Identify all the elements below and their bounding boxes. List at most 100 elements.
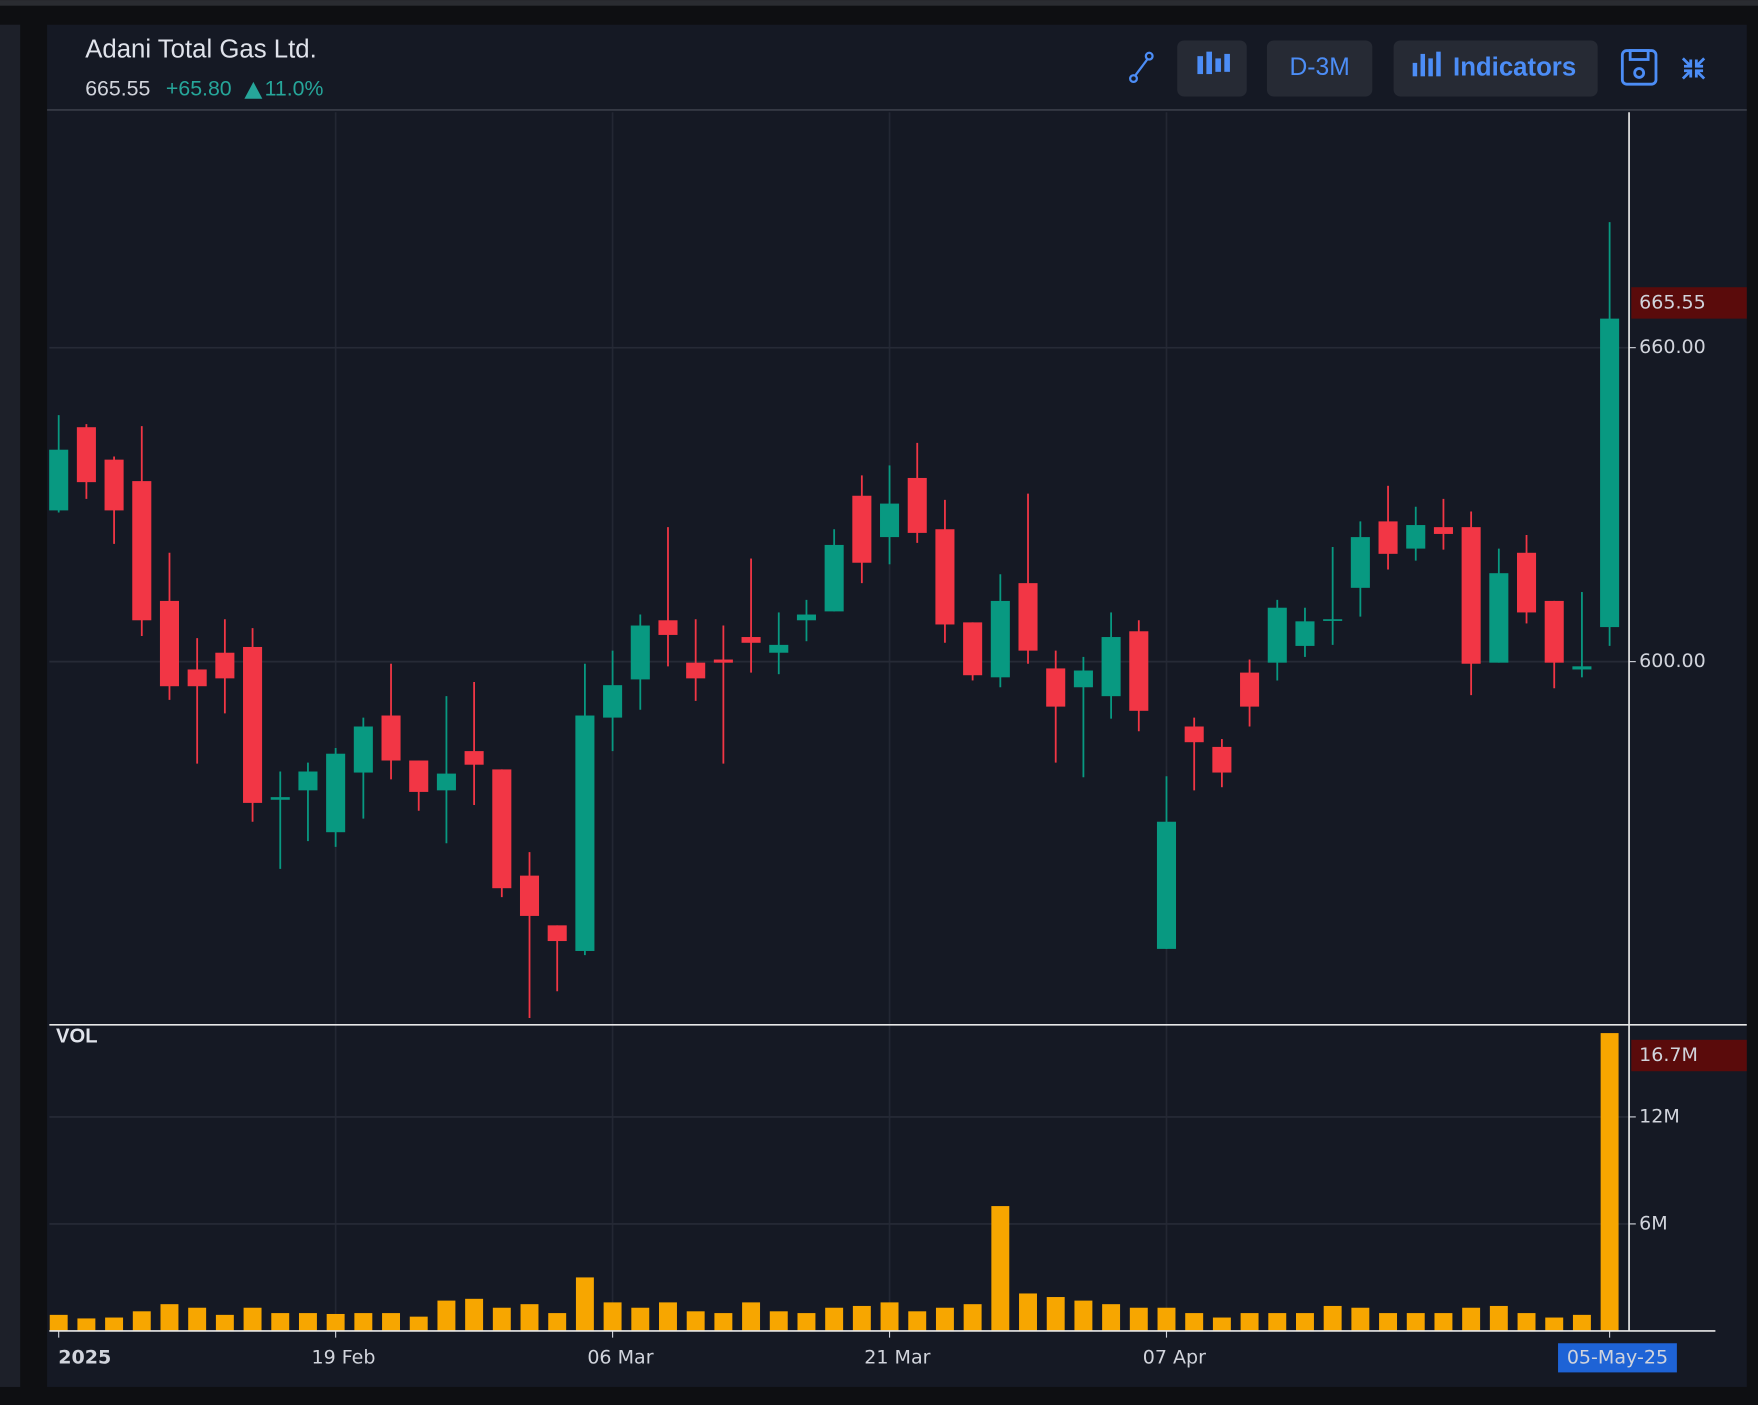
volume-bar: [382, 1313, 401, 1331]
candle-body: [769, 644, 789, 653]
volume-bar: [1489, 1305, 1508, 1331]
candle-body: [990, 600, 1010, 678]
volume-bar: [1102, 1304, 1121, 1331]
candle-body: [409, 760, 429, 792]
candle-body: [1600, 318, 1620, 628]
volume-bar: [1046, 1297, 1065, 1331]
volume-bar: [575, 1277, 594, 1331]
volume-bar: [437, 1300, 456, 1331]
volume-bar: [659, 1302, 677, 1331]
volume-bar: [908, 1311, 927, 1331]
candle-body: [935, 529, 955, 625]
volume-bar: [520, 1304, 539, 1331]
candle-body: [492, 769, 512, 889]
header-price: 665.55: [85, 76, 150, 100]
candle-body: [1129, 631, 1149, 711]
collapse-icon[interactable]: [1681, 57, 1706, 80]
volume-bar: [354, 1313, 373, 1331]
volume-bar: [714, 1313, 733, 1331]
candle-body: [326, 753, 346, 833]
volume-bar: [409, 1316, 428, 1331]
candle-body: [1461, 527, 1481, 664]
candle-body: [159, 600, 180, 687]
volume-bar: [326, 1313, 345, 1331]
volume-bar: [492, 1307, 511, 1331]
volume-bar: [1323, 1305, 1342, 1331]
candle-body: [547, 925, 567, 942]
volume-bar: [243, 1307, 262, 1331]
volume-bar: [1129, 1307, 1148, 1331]
header-change: +65.80: [166, 76, 232, 100]
last-price-tag: [1631, 287, 1747, 319]
candle-body: [270, 797, 290, 800]
volume-bar: [1185, 1313, 1204, 1331]
volume-bar: [1545, 1317, 1564, 1331]
candle-body: [1212, 746, 1232, 773]
volume-bar: [1157, 1307, 1176, 1331]
up-arrow: [244, 81, 263, 99]
volume-bar: [1268, 1313, 1287, 1331]
volume-bar: [215, 1314, 234, 1331]
volume-y-tick-label: 12M: [1639, 1105, 1680, 1127]
candle-body: [243, 646, 263, 803]
candle-body: [1433, 527, 1453, 534]
volume-bar: [631, 1307, 650, 1331]
candle-body: [1184, 726, 1204, 743]
volume-bar: [188, 1307, 207, 1331]
x-tick-label: 19 Feb: [311, 1346, 375, 1368]
plot: 600.00 660.00 6M 12M 2025 19 Feb 06 Mar 21 Mar 0…: [49, 112, 1747, 1373]
save-icon[interactable]: [1620, 49, 1658, 86]
candle-body: [741, 637, 761, 643]
volume-bar: [160, 1304, 179, 1331]
volume-bar: [298, 1313, 317, 1331]
volume-bar: [548, 1313, 567, 1331]
period-button[interactable]: [1266, 40, 1373, 97]
indicators-button[interactable]: [1393, 40, 1598, 97]
volume-bar: [132, 1311, 151, 1331]
candle-body: [1489, 573, 1509, 663]
last-price-label: 665.55: [1639, 291, 1706, 313]
volume-bar: [1379, 1313, 1398, 1331]
volume-bar: [271, 1313, 290, 1331]
candle-body: [1018, 583, 1038, 651]
candle-body: [963, 622, 983, 676]
side-strip: [0, 24, 21, 1387]
volume-bar: [1295, 1313, 1314, 1331]
last-volume-label: 16.7M: [1639, 1044, 1698, 1066]
volume-bar: [1351, 1307, 1370, 1331]
candle-body: [713, 659, 733, 663]
volume-bar: [1406, 1313, 1425, 1331]
volume-bar: [880, 1302, 899, 1331]
candle-body: [796, 614, 816, 621]
volume-bar: [825, 1307, 844, 1331]
y-tick-label: 660.00: [1639, 336, 1706, 358]
candle-body: [1046, 668, 1066, 707]
candle-body: [49, 449, 69, 511]
period-label: D-3M: [1289, 54, 1349, 81]
volume-bar: [49, 1314, 68, 1331]
volume-bar: [686, 1311, 705, 1331]
candle-body: [381, 715, 401, 761]
x-tick-label: 07 Apr: [1143, 1346, 1206, 1368]
candle-body: [1101, 637, 1121, 697]
candle-body: [852, 495, 872, 563]
volume-bar: [1572, 1314, 1591, 1331]
top-strip: [0, 0, 1758, 6]
candle-body: [1073, 670, 1093, 688]
volume-bar: [742, 1302, 761, 1331]
candle-body: [686, 662, 706, 679]
x-tick-label: 06 Mar: [587, 1346, 653, 1368]
last-volume-tag: [1631, 1039, 1747, 1072]
candle-body: [132, 481, 152, 621]
volume-bar: [963, 1304, 982, 1331]
volume-bar: [852, 1305, 871, 1331]
volume-bar: [769, 1311, 788, 1331]
candle-body: [298, 771, 318, 791]
volume-bar: [1240, 1313, 1259, 1331]
volume-bar: [935, 1307, 954, 1331]
candle-body: [907, 477, 927, 533]
y-tick-label: 600.00: [1639, 650, 1706, 672]
draw-tool[interactable]: [1129, 51, 1154, 84]
